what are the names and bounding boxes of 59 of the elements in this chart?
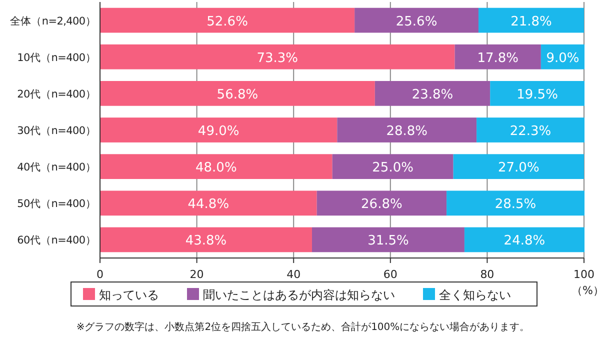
bar — [354, 8, 478, 33]
data-label: 9.0% — [546, 50, 580, 66]
x-tick-label: 60 — [383, 268, 398, 281]
bar — [100, 154, 332, 180]
bar — [100, 118, 338, 142]
data-label: 25.0% — [372, 160, 414, 176]
bar — [454, 44, 541, 70]
data-label: 21.8% — [510, 14, 552, 30]
legend-label: 聞いたことはあるが内容は知らない — [203, 288, 395, 302]
legend-label: 知っている — [99, 288, 159, 302]
data-label: 25.6% — [396, 14, 438, 30]
bar — [100, 190, 317, 216]
y-tick-label: 全体（n=2,400） — [10, 15, 96, 28]
y-tick-label: 30代（n=400） — [17, 125, 96, 137]
bar — [490, 80, 584, 106]
data-label: 28.5% — [494, 197, 536, 212]
y-tick-label: 40代（n=400） — [17, 162, 96, 174]
data-label: 27.0% — [498, 160, 540, 176]
y-tick-label: 50代（n=400） — [17, 198, 96, 210]
bar — [100, 80, 375, 106]
bar — [316, 190, 447, 216]
data-label: 44.8% — [188, 197, 230, 212]
data-label: 26.8% — [361, 197, 402, 212]
bar — [374, 80, 490, 106]
bar — [446, 190, 584, 216]
data-label: 28.8% — [386, 124, 428, 139]
legend-label: 全く知らない — [439, 288, 511, 302]
text: ※グラフの数字は、小数点第2位を四捨五入しているため、合計が100%にならない場合があります。 — [76, 321, 530, 333]
data-label: 48.0% — [196, 160, 237, 176]
data-label: 19.5% — [516, 87, 558, 102]
bar — [312, 227, 464, 252]
bar — [453, 154, 584, 180]
data-label: 24.8% — [504, 234, 546, 249]
x-tick-label: 80 — [480, 268, 494, 281]
data-label: 31.5% — [368, 234, 409, 249]
y-tick-label: 60代（n=400） — [17, 234, 96, 247]
y-tick-label: 20代（n=400） — [17, 88, 96, 100]
bar — [476, 118, 584, 142]
x-tick-label: 40 — [286, 268, 301, 281]
bar — [100, 8, 355, 33]
bar — [100, 44, 455, 70]
bar — [337, 118, 477, 142]
bar — [332, 154, 454, 180]
bar — [478, 8, 584, 33]
bar — [464, 227, 584, 252]
x-tick-label: 0 — [96, 268, 104, 281]
data-label: 73.3% — [256, 50, 298, 66]
bar — [100, 227, 312, 252]
data-label: 49.0% — [198, 124, 240, 139]
data-label: 52.6% — [206, 14, 248, 30]
data-label: 56.8% — [216, 87, 258, 102]
data-label: 43.8% — [185, 234, 227, 249]
data-label: 23.8% — [412, 87, 454, 102]
x-axis-title: （%） — [572, 284, 604, 297]
x-tick-label: 100 — [574, 268, 594, 281]
y-tick-label: 10代（n=400） — [17, 52, 96, 64]
data-label: 17.8% — [477, 50, 519, 66]
data-label: 22.3% — [510, 124, 552, 139]
x-tick-label: 20 — [190, 268, 204, 281]
